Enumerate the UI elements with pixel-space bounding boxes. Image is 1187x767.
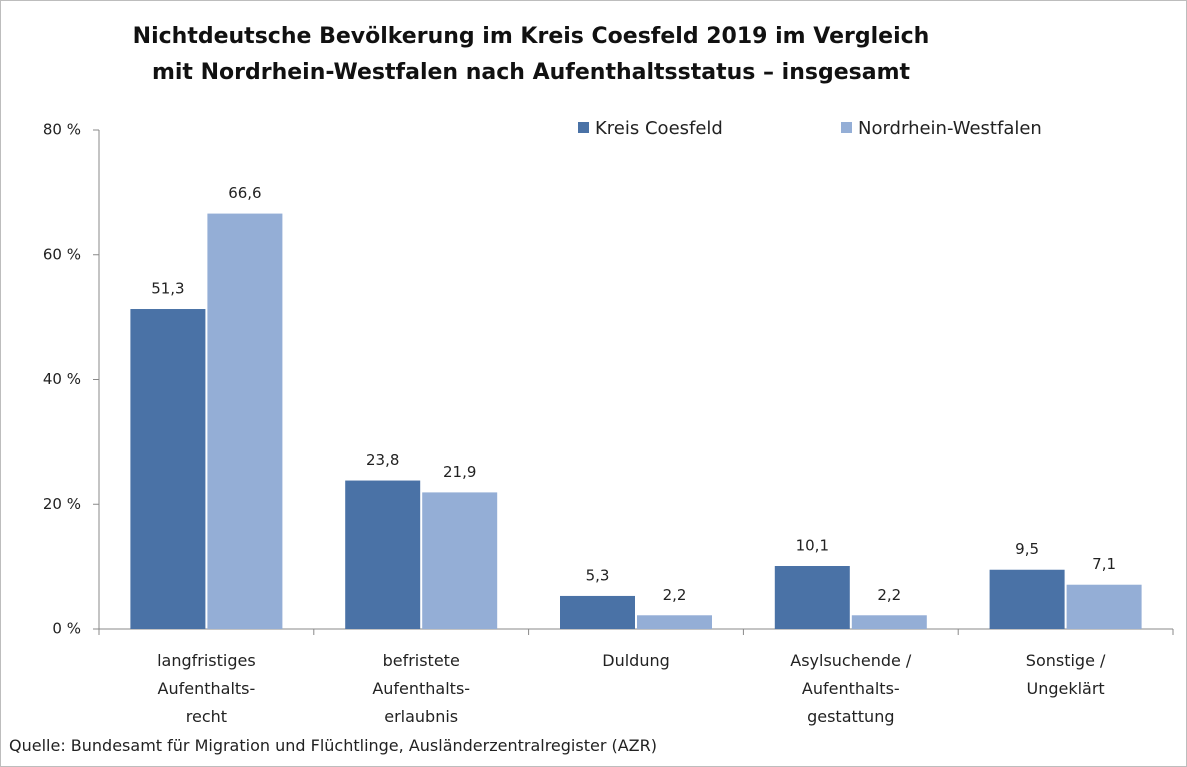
x-tick-label: Sonstige / Ungeklärt <box>1025 651 1106 698</box>
bar <box>774 566 850 629</box>
data-label: 2,2 <box>877 586 901 604</box>
x-tick-label: befristete Aufenthalts- erlaubnis <box>372 651 471 726</box>
legend-swatch <box>578 122 589 133</box>
bar <box>989 569 1065 629</box>
x-tick-label: Asylsuchende / Aufenthalts- gestattung <box>790 651 912 726</box>
bar <box>130 309 206 629</box>
data-label: 5,3 <box>586 566 610 584</box>
legend-swatch <box>841 122 852 133</box>
bar <box>345 480 421 629</box>
y-tick-label: 60 % <box>43 245 81 263</box>
data-label: 66,6 <box>228 184 261 202</box>
bar <box>560 595 635 629</box>
data-label: 21,9 <box>443 463 476 481</box>
data-label: 7,1 <box>1092 555 1116 573</box>
data-label: 2,2 <box>663 586 687 604</box>
data-label: 23,8 <box>366 451 399 469</box>
bar <box>1066 584 1142 629</box>
bar <box>637 615 712 629</box>
chart-title: Nichtdeutsche Bevölkerung im Kreis Coesf… <box>132 24 930 85</box>
bar <box>851 615 927 629</box>
data-label: 51,3 <box>151 280 184 298</box>
bar <box>422 492 498 629</box>
legend-label: Kreis Coesfeld <box>595 118 723 139</box>
data-label: 10,1 <box>796 537 829 555</box>
source: Quelle: Bundesamt für Migration und Flüc… <box>9 736 657 755</box>
legend-label: Nordrhein-Westfalen <box>858 118 1042 139</box>
x-tick-label: Duldung <box>602 651 670 670</box>
y-tick-label: 0 % <box>52 620 81 638</box>
y-tick-label: 80 % <box>43 121 81 139</box>
y-tick-label: 40 % <box>43 370 81 388</box>
x-tick-label: langfristiges Aufenthalts- recht <box>157 651 256 726</box>
bar <box>207 213 283 629</box>
data-label: 9,5 <box>1015 540 1039 558</box>
y-tick-label: 20 % <box>43 495 81 513</box>
